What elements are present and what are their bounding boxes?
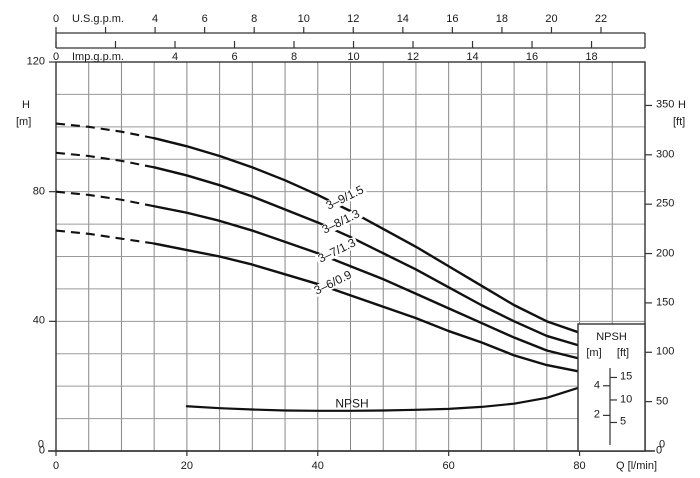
- y-axis-tick-label-ft-150: 150: [656, 296, 675, 309]
- y-axis-tick-label-m-40: 40: [32, 314, 45, 327]
- top-imp-tick-label-18: 18: [585, 51, 598, 63]
- head-curve-3-9/1.5: [152, 136, 581, 334]
- top-us-tick-label-8: 8: [251, 13, 258, 25]
- top-us-tick-label-4: 4: [152, 13, 159, 25]
- top-us-axis-title: U.S.g.p.m.: [72, 13, 124, 25]
- x-axis-unit-label: Q [l/min]: [616, 460, 657, 472]
- npsh-inset-unit-ft: [ft]: [616, 347, 630, 359]
- y-axis-tick-label-ft-350: 350: [656, 98, 675, 111]
- npsh-inset-unit-m: [m]: [586, 347, 602, 359]
- y-axis-tick-label-ft-300: 300: [656, 148, 675, 161]
- top-imp-tick-label-12: 12: [406, 51, 420, 63]
- top-us-tick-label-20: 20: [545, 13, 558, 25]
- x-axis-tick-label-40: 40: [311, 460, 324, 472]
- top-imp-axis-title: Imp.g.p.m.: [72, 51, 124, 63]
- npsh-inset-tick-label-ft-5: 5: [620, 415, 627, 428]
- npsh-inset-tick-label-ft-15: 15: [620, 370, 633, 383]
- top-us-tick-label-0: 0: [52, 13, 60, 25]
- x-axis-tick-label-80: 80: [573, 460, 586, 472]
- y-axis-tick-label-ft-0: 0: [656, 444, 663, 457]
- npsh-inset-tick-label-m-4: 4: [593, 379, 600, 392]
- top-us-tick-label-16: 16: [446, 13, 459, 25]
- top-us-tick-label-6: 6: [201, 13, 208, 25]
- top-imp-tick-label-16: 16: [525, 51, 539, 63]
- npsh-inset-tick-label-m-2: 2: [593, 408, 600, 421]
- y-axis-tick-label-ft-250: 250: [656, 197, 675, 210]
- npsh-inset-title: NPSH: [596, 331, 627, 343]
- top-us-tick-label-12: 12: [347, 13, 360, 25]
- x-axis-tick-label-0: 0: [52, 460, 60, 472]
- x-axis-tick-label-20: 20: [180, 460, 193, 472]
- head-curve-3-8/1.3: [152, 166, 581, 347]
- top-us-tick-label-18: 18: [495, 13, 509, 25]
- npsh-curve-label: NPSH: [335, 396, 369, 411]
- y-axis-tick-label-m-0: 0: [38, 444, 45, 457]
- y-axis-tick-label-m-80: 80: [32, 185, 45, 198]
- x-axis-tick-label-60: 60: [442, 460, 455, 472]
- y-axis-tick-label-ft-200: 200: [656, 247, 675, 260]
- x-axis-zero-left: 0: [37, 438, 44, 451]
- npsh-curve: [185, 386, 581, 412]
- top-imp-tick-label-14: 14: [466, 51, 479, 63]
- head-curve-3-6/0.9: [152, 242, 581, 373]
- y-axis-title-m: H: [22, 99, 30, 111]
- head-curve-3-7/1.3: [152, 205, 581, 360]
- y-axis-title-ft: H: [678, 99, 686, 111]
- y-axis-tick-label-ft-50: 50: [656, 395, 669, 408]
- npsh-inset-tick-label-ft-10: 10: [620, 393, 633, 406]
- top-imp-tick-label-0: 0: [52, 51, 60, 63]
- top-imp-tick-label-8: 8: [290, 51, 298, 63]
- y-axis-unit-ft: [ft]: [673, 116, 686, 128]
- npsh-inset-box: [577, 323, 646, 452]
- top-us-tick-label-10: 10: [297, 13, 310, 25]
- top-us-tick-label-22: 22: [594, 13, 608, 25]
- top-us-tick-label-14: 14: [396, 13, 409, 25]
- x-axis-zero-right: 0: [659, 438, 666, 451]
- top-imp-tick-label-6: 6: [231, 51, 238, 63]
- y-axis-tick-label-m-120: 120: [26, 55, 45, 68]
- top-imp-tick-label-4: 4: [171, 51, 179, 63]
- top-imp-tick-label-10: 10: [347, 51, 360, 63]
- y-axis-unit-m: [m]: [16, 116, 32, 128]
- y-axis-tick-label-ft-100: 100: [656, 345, 675, 358]
